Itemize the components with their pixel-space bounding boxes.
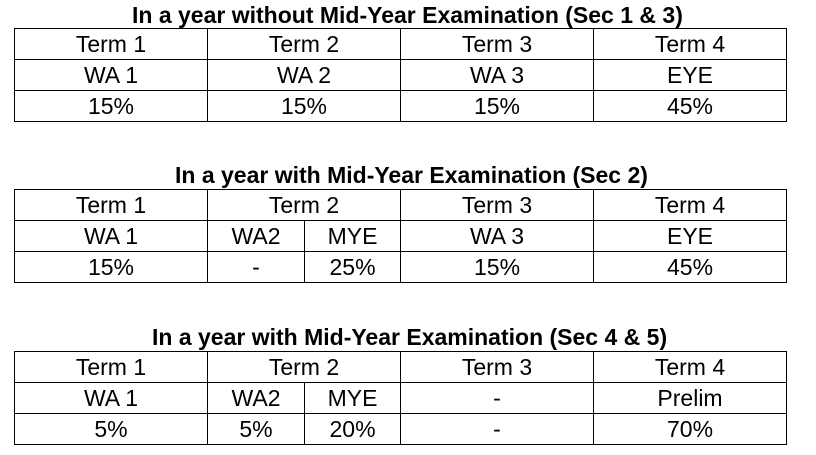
weight-cell: 70%: [593, 413, 788, 445]
header-cell-term-3: Term 3: [400, 351, 595, 383]
assessment-row: WA 1 WA2 MYE - Prelim: [14, 382, 788, 414]
header-row: Term 1 Term 2 Term 3 Term 4: [14, 189, 788, 221]
weight-cell: 20%: [303, 413, 402, 445]
assessment-cell: WA 1: [14, 382, 208, 414]
weight-cell: -: [400, 413, 595, 445]
header-cell-term-3: Term 3: [400, 189, 595, 221]
header-cell-term-4: Term 4: [593, 189, 788, 221]
assessment-cell: WA2: [207, 220, 305, 252]
section1-table: Term 1 Term 2 Term 3 Term 4 WA 1 WA 2 WA…: [14, 28, 787, 122]
assessment-cell: WA 1: [14, 220, 208, 252]
weight-cell: 5%: [14, 413, 208, 445]
header-cell-term-3: Term 3: [400, 28, 594, 60]
section2-caption: In a year with Mid-Year Examination (Sec…: [175, 162, 648, 188]
weight-cell: 15%: [207, 90, 401, 122]
assessment-cell: WA 3: [400, 220, 595, 252]
weight-cell: 25%: [303, 251, 402, 283]
weight-row: 15% - 25% 15% 45%: [14, 251, 788, 283]
assessment-row: WA 1 WA 2 WA 3 EYE: [14, 59, 787, 91]
weight-cell: -: [207, 251, 305, 283]
assessment-cell: EYE: [593, 220, 788, 252]
header-cell-term-2: Term 2: [206, 351, 402, 383]
header-row: Term 1 Term 2 Term 3 Term 4: [14, 28, 787, 60]
weight-cell: 45%: [593, 251, 788, 283]
header-row: Term 1 Term 2 Term 3 Term 4: [14, 351, 788, 383]
section3-table: Term 1 Term 2 Term 3 Term 4 WA 1 WA2 MYE…: [14, 351, 788, 445]
assessment-cell: WA2: [207, 382, 305, 414]
header-cell-term-1: Term 1: [14, 351, 208, 383]
section3-caption: In a year with Mid-Year Examination (Sec…: [152, 324, 668, 350]
section2-table: Term 1 Term 2 Term 3 Term 4 WA 1 WA2 MYE…: [14, 189, 788, 283]
weight-cell: 15%: [14, 251, 208, 283]
weight-cell: 15%: [14, 90, 208, 122]
assessment-cell: WA 1: [14, 59, 208, 91]
header-cell-term-2: Term 2: [206, 189, 402, 221]
header-cell-term-4: Term 4: [593, 351, 788, 383]
weight-row: 5% 5% 20% - 70%: [14, 413, 788, 445]
header-cell-term-2: Term 2: [207, 28, 401, 60]
section1-caption: In a year without Mid-Year Examination (…: [132, 2, 683, 28]
weight-cell: 15%: [400, 251, 595, 283]
weight-cell: 15%: [400, 90, 594, 122]
header-cell-term-1: Term 1: [14, 189, 208, 221]
assessment-cell: WA 2: [207, 59, 401, 91]
assessment-cell: WA 3: [400, 59, 594, 91]
weight-cell: 45%: [593, 90, 787, 122]
header-cell-term-4: Term 4: [593, 28, 787, 60]
assessment-cell: -: [400, 382, 595, 414]
weight-row: 15% 15% 15% 45%: [14, 90, 787, 122]
assessment-row: WA 1 WA2 MYE WA 3 EYE: [14, 220, 788, 252]
assessment-cell: Prelim: [593, 382, 788, 414]
assessment-cell: MYE: [303, 382, 402, 414]
assessment-cell: EYE: [593, 59, 787, 91]
assessment-cell: MYE: [303, 220, 402, 252]
header-cell-term-1: Term 1: [14, 28, 208, 60]
weight-cell: 5%: [207, 413, 305, 445]
